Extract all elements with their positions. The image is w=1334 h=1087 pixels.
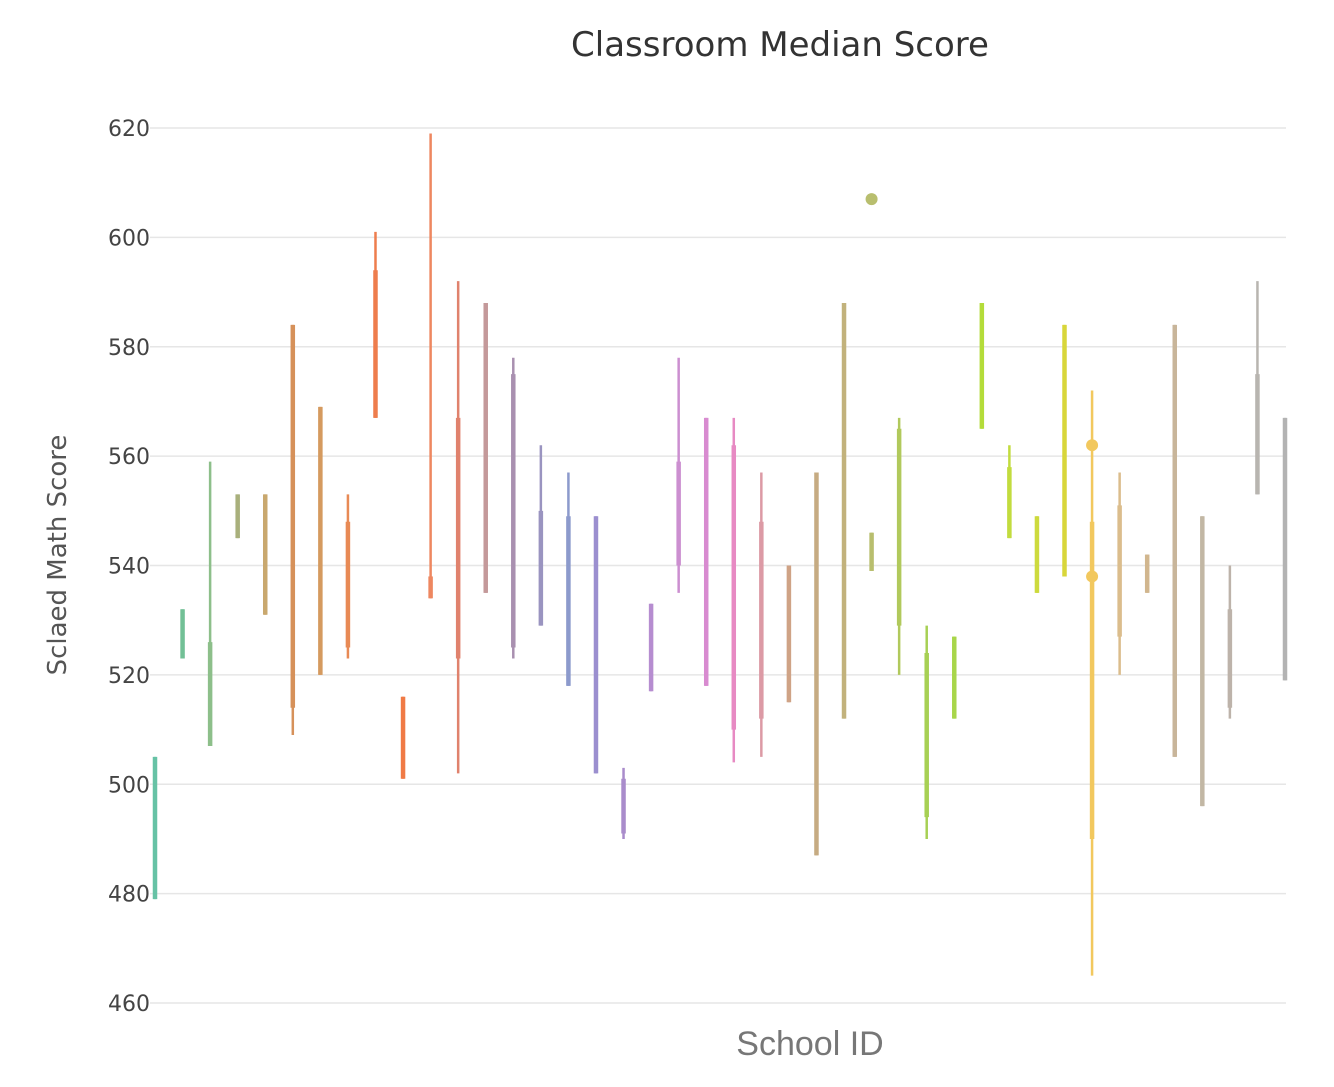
y-tick-label: 500 bbox=[108, 773, 150, 798]
box-series[interactable] bbox=[865, 193, 878, 571]
chart-title: Classroom Median Score bbox=[571, 25, 989, 65]
y-tick-label: 600 bbox=[108, 226, 150, 251]
outlier-point bbox=[1086, 439, 1099, 452]
y-tick-label: 560 bbox=[108, 445, 150, 470]
y-tick-label: 620 bbox=[108, 117, 150, 142]
outlier-point bbox=[1086, 570, 1099, 583]
gridlines bbox=[150, 127, 1286, 1004]
y-axis-ticks: 460 480 500 520 540 560 580 600 620 bbox=[108, 117, 150, 1017]
y-axis-label: Sclaed Math Score bbox=[43, 435, 73, 676]
y-tick-label: 540 bbox=[108, 555, 150, 580]
y-tick-label: 520 bbox=[108, 664, 150, 689]
outlier-point bbox=[865, 193, 878, 206]
box-series[interactable] bbox=[1086, 390, 1099, 976]
box-plot-series bbox=[152, 133, 1288, 976]
y-tick-label: 460 bbox=[108, 992, 150, 1017]
x-axis-label: School ID bbox=[736, 1025, 883, 1063]
y-tick-label: 580 bbox=[108, 336, 150, 361]
y-tick-label: 480 bbox=[108, 883, 150, 908]
